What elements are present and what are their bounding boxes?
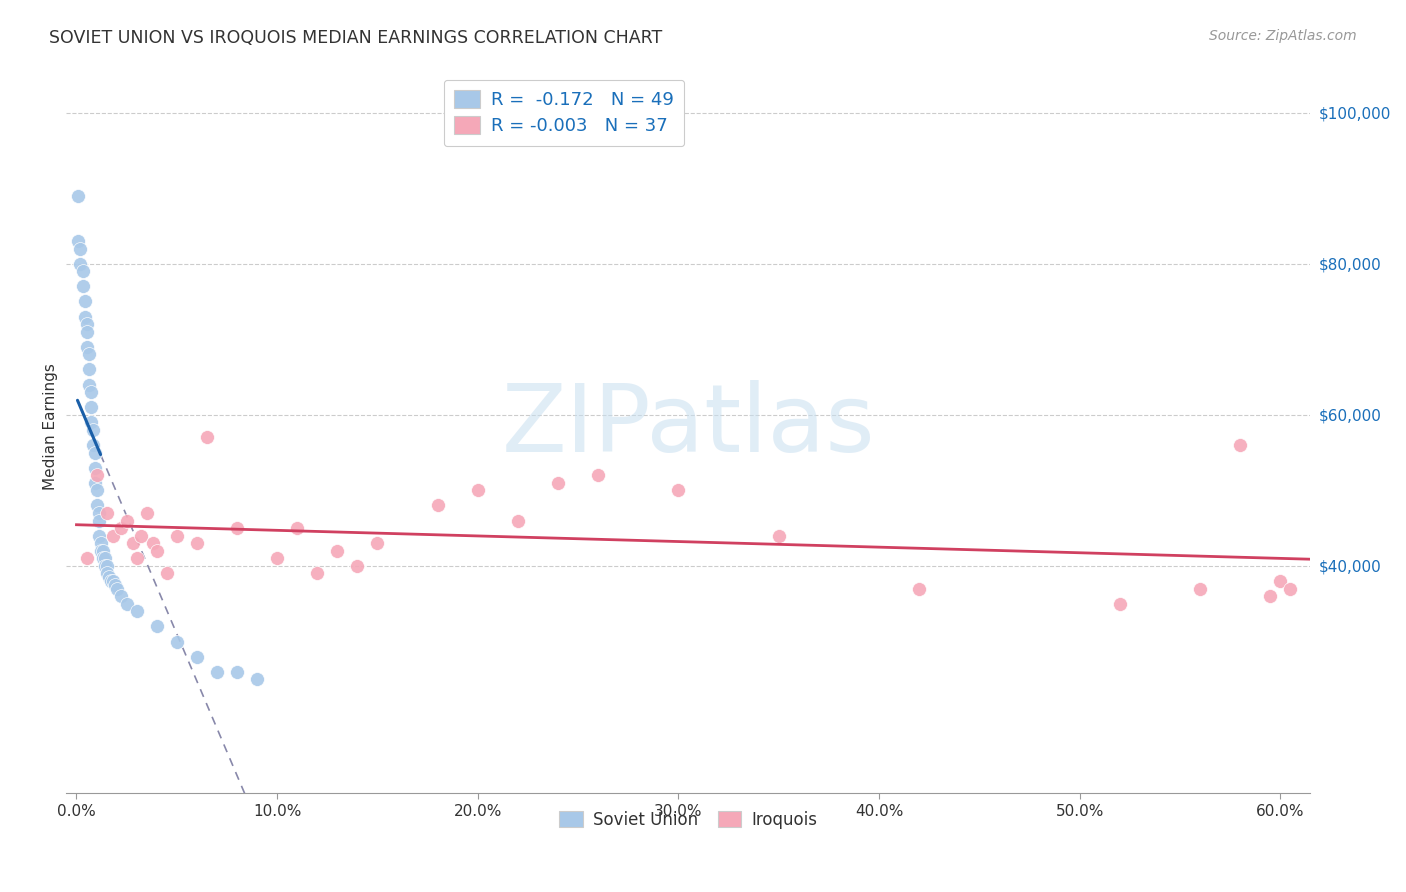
Point (1108, 597, 1130, 611)
Point (226, 521, 249, 535)
Point (79, 385, 101, 400)
Point (285, 521, 308, 535)
Point (125, 604, 148, 618)
Text: SOVIET UNION VS IROQUOIS MEDIAN EARNINGS CORRELATION CHART: SOVIET UNION VS IROQUOIS MEDIAN EARNINGS… (49, 29, 662, 46)
Text: Source: ZipAtlas.com: Source: ZipAtlas.com (1209, 29, 1357, 43)
Point (1258, 589, 1281, 603)
Point (83, 475, 105, 490)
Point (83, 460, 105, 475)
Point (1270, 574, 1292, 588)
Point (226, 665, 249, 679)
Point (115, 514, 138, 528)
Point (76, 325, 98, 339)
Point (67, 234, 90, 248)
Point (91, 544, 114, 558)
Point (195, 430, 218, 444)
Point (125, 551, 148, 566)
Point (104, 578, 127, 592)
Point (72, 264, 94, 278)
Point (90, 536, 112, 550)
Point (86, 499, 108, 513)
Point (91, 551, 114, 566)
Point (586, 468, 609, 483)
Point (96, 566, 118, 581)
Point (87, 514, 110, 528)
Point (93, 558, 115, 573)
Point (186, 536, 208, 550)
Point (506, 514, 529, 528)
Point (307, 566, 329, 581)
Point (346, 558, 368, 573)
Point (101, 574, 124, 588)
Point (156, 566, 179, 581)
Point (110, 589, 132, 603)
Point (121, 536, 143, 550)
Point (90, 544, 112, 558)
Point (145, 619, 167, 633)
Point (1229, 438, 1251, 452)
Point (77, 377, 100, 392)
Point (100, 574, 122, 588)
Point (110, 521, 132, 535)
Point (186, 649, 208, 664)
Point (67, 188, 90, 202)
Point (129, 529, 152, 543)
Point (1188, 582, 1211, 596)
Point (142, 536, 165, 550)
Point (86, 483, 108, 498)
Point (366, 536, 388, 550)
Point (547, 475, 569, 490)
Point (666, 483, 689, 498)
Point (166, 529, 188, 543)
Point (101, 529, 124, 543)
Point (205, 665, 228, 679)
Point (72, 279, 94, 293)
Point (77, 362, 100, 376)
Point (908, 582, 931, 596)
Point (246, 673, 269, 687)
Point (83, 445, 105, 459)
Point (77, 347, 100, 361)
Point (76, 317, 98, 331)
Point (96, 558, 118, 573)
Point (97, 570, 120, 584)
Point (115, 597, 138, 611)
Point (96, 506, 118, 520)
Point (145, 544, 167, 558)
Point (79, 401, 101, 415)
Point (76, 551, 98, 566)
Point (426, 499, 449, 513)
Point (73, 310, 96, 324)
Point (86, 468, 108, 483)
Point (69, 242, 91, 256)
Point (82, 423, 104, 437)
Point (467, 483, 489, 498)
Point (135, 506, 157, 520)
Point (105, 582, 128, 596)
Point (73, 294, 96, 309)
Point (79, 415, 101, 429)
Point (93, 551, 115, 566)
Point (166, 634, 188, 648)
Point (69, 257, 91, 271)
Point (266, 551, 288, 566)
Legend: Soviet Union, Iroquois: Soviet Union, Iroquois (553, 805, 824, 836)
Y-axis label: Median Earnings: Median Earnings (44, 363, 58, 490)
Point (87, 529, 110, 543)
Point (768, 529, 790, 543)
Point (326, 544, 349, 558)
Point (82, 438, 104, 452)
Point (76, 340, 98, 354)
Point (1279, 582, 1302, 596)
Text: ZIPatlas: ZIPatlas (502, 380, 875, 472)
Point (87, 506, 110, 520)
